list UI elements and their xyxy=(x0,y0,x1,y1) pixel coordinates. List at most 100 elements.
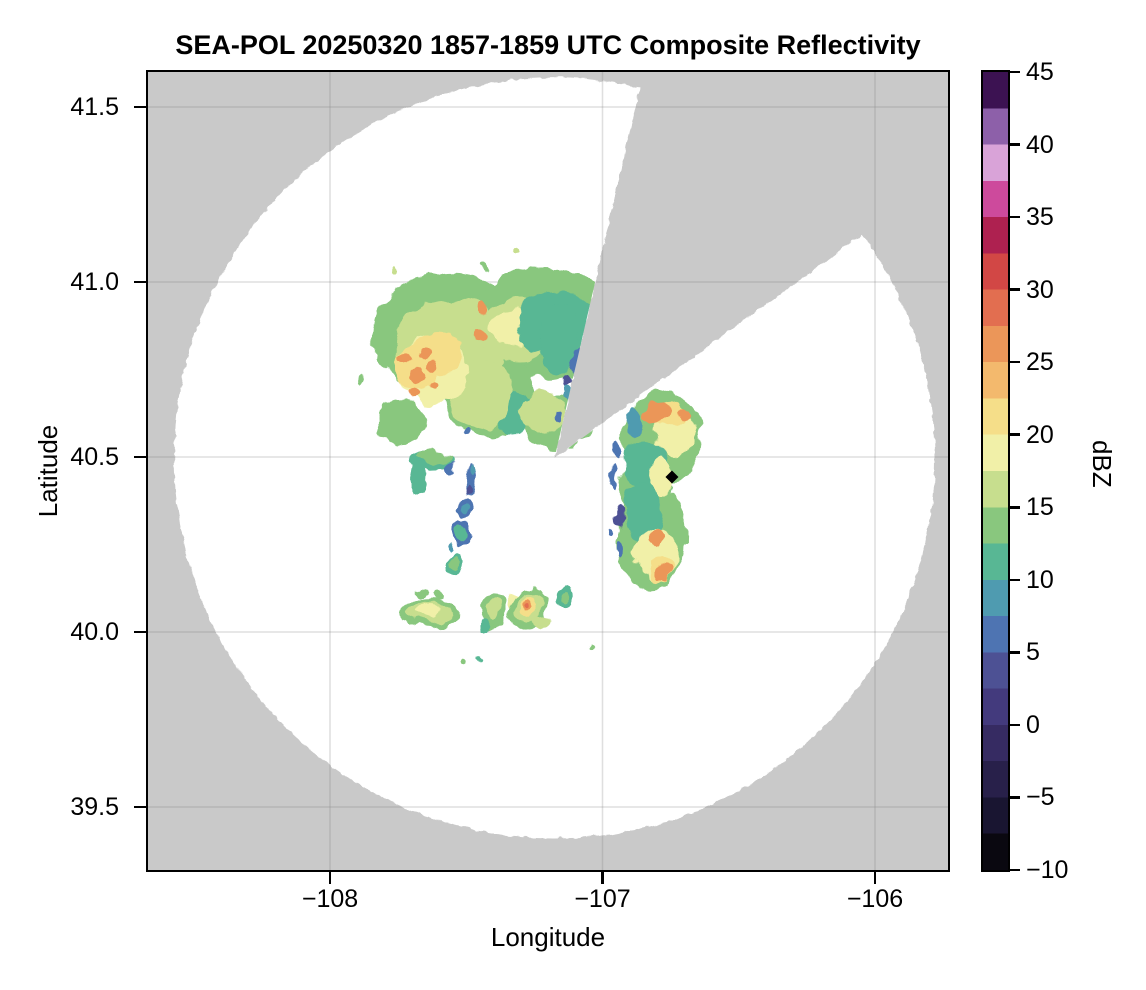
x-tick-label: −108 xyxy=(301,885,359,913)
reflectivity-region xyxy=(473,328,486,341)
reflectivity-region xyxy=(475,653,480,660)
colorbar-tick-mark xyxy=(1010,143,1020,146)
reflectivity-region xyxy=(446,460,457,475)
colorbar-tick-label: 10 xyxy=(1026,565,1054,594)
reflectivity-region xyxy=(625,406,645,438)
colorbar-tick-label: 45 xyxy=(1026,58,1054,86)
reflectivity-region xyxy=(610,465,617,491)
colorbar-gradient xyxy=(983,72,1008,870)
colorbar-tick-mark xyxy=(1010,506,1020,509)
reflectivity-region xyxy=(676,408,687,419)
reflectivity-region xyxy=(466,468,474,477)
y-tick-label: 40.5 xyxy=(70,443,119,471)
reflectivity-region xyxy=(535,614,550,629)
colorbar-tick-label: 30 xyxy=(1026,275,1054,304)
reflectivity-region xyxy=(450,556,460,570)
reflectivity-region xyxy=(618,539,625,557)
reflectivity-region xyxy=(399,348,414,363)
reflectivity-region xyxy=(417,450,450,464)
chart-title: SEA-POL 20250320 1857-1859 UTC Composite… xyxy=(175,30,921,60)
colorbar-tick-mark xyxy=(1010,651,1020,654)
x-axis-label: Longitude xyxy=(490,922,606,952)
y-tick-mark xyxy=(134,280,146,284)
radar-scan-area xyxy=(174,77,936,839)
y-tick-label: 41.5 xyxy=(70,93,119,121)
colorbar-tick-mark xyxy=(1010,723,1020,727)
reflectivity-region xyxy=(644,401,670,422)
x-tick-mark xyxy=(873,872,877,884)
y-tick-label: 39.5 xyxy=(70,793,119,821)
colorbar-tick-label: 25 xyxy=(1026,348,1054,377)
x-tick-label: −107 xyxy=(574,885,631,913)
reflectivity-region xyxy=(430,589,439,598)
reflectivity-region xyxy=(424,359,438,373)
reflectivity-region xyxy=(558,591,570,603)
colorbar-tick-mark xyxy=(1010,578,1020,582)
reflectivity-region xyxy=(482,261,489,268)
y-tick-mark xyxy=(134,630,146,634)
colorbar-tick-mark xyxy=(1010,868,1020,872)
colorbar-tick-label: 35 xyxy=(1026,203,1054,232)
y-tick-mark xyxy=(134,455,146,459)
colorbar-tick-mark xyxy=(1010,360,1020,364)
radar-site-marker xyxy=(665,470,679,484)
reflectivity-region xyxy=(428,381,439,393)
colorbar-tick-label: −5 xyxy=(1026,783,1055,812)
reflectivity-region xyxy=(563,373,571,387)
colorbar-tick-mark xyxy=(1010,288,1020,291)
y-axis-label: Latitude xyxy=(33,424,63,518)
reflectivity-region xyxy=(446,543,451,550)
reflectivity-region xyxy=(376,399,426,445)
reflectivity-region xyxy=(652,563,672,582)
reflectivity-region xyxy=(485,598,502,620)
colorbar-tick-mark xyxy=(1010,796,1020,799)
reflectivity-region xyxy=(648,528,666,547)
y-tick-mark xyxy=(134,805,146,809)
reflectivity-region xyxy=(539,303,578,373)
reflectivity-region xyxy=(612,439,621,461)
reflectivity-region xyxy=(392,267,399,276)
colorbar-tick-label: 5 xyxy=(1026,638,1040,667)
reflectivity-region xyxy=(624,483,663,543)
y-tick-label: 40.0 xyxy=(70,618,119,646)
reflectivity-region xyxy=(417,346,429,358)
colorbar-tick-label: 15 xyxy=(1026,493,1054,522)
reflectivity-region xyxy=(454,524,469,542)
colorbar-label: dBZ xyxy=(1087,440,1117,488)
reflectivity-region xyxy=(460,654,467,662)
x-tick-mark xyxy=(601,872,604,884)
reflectivity-region xyxy=(552,408,561,422)
reflectivity-region xyxy=(460,506,469,514)
reflectivity-region xyxy=(409,460,426,496)
reflectivity-region xyxy=(464,486,472,498)
reflectivity-region xyxy=(605,529,611,539)
reflectivity-field xyxy=(354,247,702,662)
reflectivity-region xyxy=(414,586,426,597)
colorbar-tick-mark xyxy=(1010,70,1020,74)
reflectivity-region xyxy=(415,604,441,618)
colorbar-tick-label: −10 xyxy=(1026,856,1069,884)
reflectivity-region xyxy=(463,429,471,438)
reflectivity-region xyxy=(589,645,594,651)
reflectivity-region xyxy=(520,390,565,433)
colorbar xyxy=(981,70,1010,872)
reflectivity-region xyxy=(409,368,425,385)
reflectivity-region xyxy=(476,304,489,316)
colorbar-tick-label: 40 xyxy=(1026,130,1054,159)
reflectivity-region xyxy=(479,620,491,634)
plot-area xyxy=(146,70,950,872)
reflectivity-region xyxy=(406,388,418,400)
reflectivity-region xyxy=(614,506,623,527)
reflectivity-region xyxy=(524,602,530,609)
x-tick-mark xyxy=(328,872,332,884)
colorbar-tick-label: 0 xyxy=(1026,710,1040,739)
reflectivity-region xyxy=(650,458,675,498)
y-tick-mark xyxy=(134,105,146,109)
x-tick-label: −106 xyxy=(846,885,904,913)
reflectivity-region xyxy=(509,247,516,254)
colorbar-tick-mark xyxy=(1010,433,1020,436)
reflectivity-region xyxy=(354,376,360,384)
y-tick-label: 41.0 xyxy=(70,268,119,296)
colorbar-tick-mark xyxy=(1010,215,1020,219)
